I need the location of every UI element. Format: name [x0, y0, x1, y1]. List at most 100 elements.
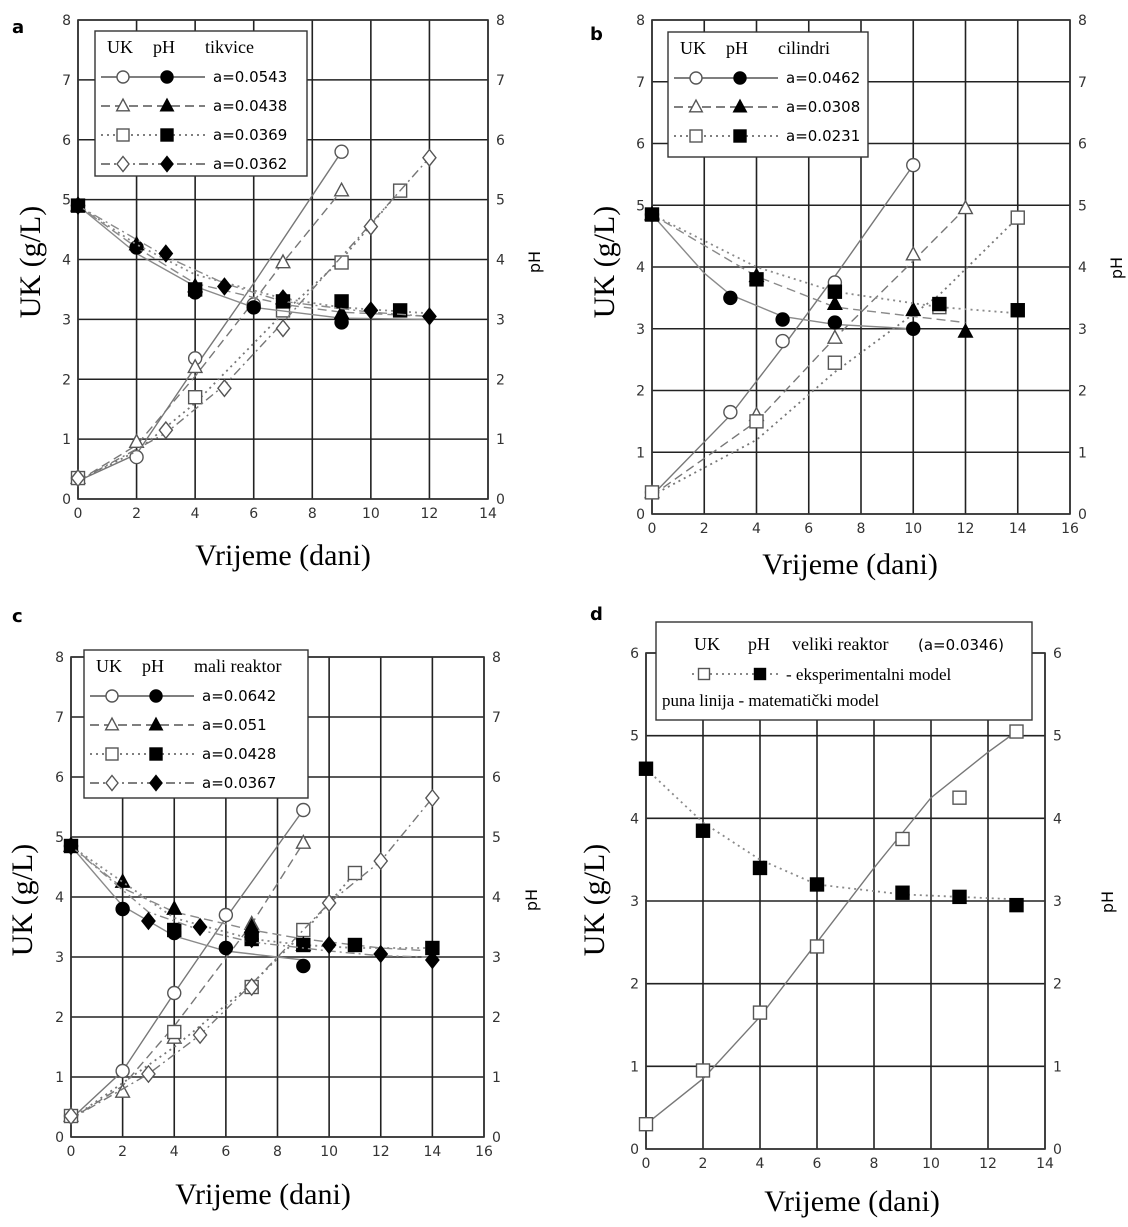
y2-tick-label: 6: [1078, 137, 1087, 153]
y2-tick-label: 3: [492, 950, 501, 966]
legend-header-uk: UK: [96, 656, 122, 676]
x-tick-label: 14: [423, 1144, 441, 1160]
y-axis-label: UK (g/L): [14, 206, 47, 318]
data-point-ph: [809, 877, 825, 892]
data-point-ph: [638, 761, 654, 776]
data-point-uk: [275, 253, 291, 269]
data-point-ph: [895, 885, 910, 900]
y2-tick-label: 2: [496, 372, 505, 388]
series-curve-uk: [77, 190, 343, 482]
data-point-uk: [187, 358, 204, 374]
data-point-uk: [334, 144, 349, 159]
legend-box: [94, 30, 308, 177]
data-point-uk: [826, 329, 843, 344]
y-tick-label: 0: [636, 507, 645, 523]
y2-tick-label: 2: [1053, 977, 1062, 993]
legend-marker-uk: [689, 129, 703, 143]
y-tick-label: 5: [636, 198, 645, 214]
legend-entry-label: a=0.0231: [786, 127, 860, 145]
legend-marker-uk: [116, 155, 130, 173]
data-point-uk: [333, 181, 350, 197]
data-point-ph: [141, 911, 156, 931]
data-point-uk: [275, 319, 291, 338]
x-tick-label: 0: [648, 521, 657, 537]
panel-letter: d: [590, 604, 603, 625]
series-curve-uk: [645, 730, 1017, 1125]
legend-marker-ph: [159, 97, 175, 112]
y2-tick-label: 8: [496, 13, 505, 29]
legend: UK pH tikvice a=0.0543 a=0.0438 a=0.0369 a=0.0…: [94, 30, 308, 177]
x-tick-label: 14: [1009, 521, 1027, 537]
data-point-uk: [723, 404, 738, 420]
chart-panel-b: 0 2 4 6 8 10 12 14 160 01 12 23 34 45 56 67 78 8bVrijeme …: [588, 13, 1126, 581]
y-tick-label: 5: [55, 830, 64, 846]
x-tick-label: 4: [170, 1144, 179, 1160]
legend-header-ph: pH: [726, 38, 748, 58]
legend-header-title: veliki reaktor: [792, 634, 888, 654]
y-tick-label: 7: [62, 73, 71, 89]
legend-marker-uk: [116, 70, 130, 84]
y2-axis-label: pH: [525, 251, 544, 273]
y-tick-label: 2: [636, 384, 645, 400]
y-tick-label: 1: [630, 1059, 639, 1075]
data-point-uk: [775, 333, 790, 349]
data-point-ph: [424, 950, 440, 970]
legend-header-title: tikvice: [205, 37, 254, 57]
data-point-uk: [158, 420, 174, 440]
y2-tick-label: 6: [1053, 646, 1062, 662]
legend-marker-ph: [732, 98, 748, 113]
y-tick-label: 1: [62, 432, 71, 448]
x-tick-label: 4: [752, 521, 761, 537]
y2-tick-label: 7: [492, 710, 501, 726]
x-tick-label: 12: [372, 1144, 390, 1160]
y2-tick-label: 3: [1053, 894, 1062, 910]
data-point-uk: [295, 834, 312, 849]
data-point-ph: [158, 244, 174, 263]
y2-tick-label: 2: [1078, 384, 1087, 400]
y-tick-label: 7: [55, 710, 64, 726]
data-point-ph: [392, 303, 408, 318]
legend-marker-ph: [149, 747, 163, 761]
y-tick-label: 4: [55, 890, 64, 906]
legend-header-ph: pH: [142, 656, 164, 676]
series-curve-uk: [77, 151, 343, 482]
y2-tick-label: 4: [492, 890, 501, 906]
legend-entry-label: a=0.0428: [202, 745, 276, 763]
x-axis-label: Vrijeme (dani): [762, 548, 938, 581]
data-point-ph: [275, 289, 291, 308]
y2-tick-label: 2: [492, 1010, 501, 1026]
data-point-ph: [115, 901, 130, 917]
series-curve-uk: [70, 872, 356, 1120]
series-curve-ph: [645, 768, 1017, 901]
data-point-ph: [952, 889, 967, 905]
data-point-ph: [373, 944, 389, 964]
data-point-ph: [187, 282, 203, 297]
data-point-ph: [334, 294, 349, 309]
data-point-ph: [166, 900, 183, 915]
y2-axis-label: pH: [1107, 257, 1126, 279]
y-tick-label: 1: [636, 445, 645, 461]
y2-tick-label: 0: [492, 1130, 501, 1146]
data-point-ph: [218, 940, 234, 956]
y-tick-label: 3: [62, 312, 71, 328]
data-point-ph: [246, 300, 261, 315]
x-tick-label: 0: [642, 1156, 651, 1172]
legend-entry-label: a=0.0308: [786, 98, 860, 116]
y2-axis-label: pH: [522, 889, 541, 911]
x-tick-label: 0: [74, 506, 83, 522]
x-tick-label: 16: [1061, 521, 1079, 537]
data-point-ph: [217, 277, 232, 296]
plot-frame: [651, 19, 1071, 515]
x-tick-label: 2: [700, 521, 709, 537]
x-tick-label: 12: [957, 521, 975, 537]
legend-marker-ph: [148, 716, 164, 731]
y2-tick-label: 1: [1078, 445, 1087, 461]
x-tick-label: 10: [320, 1144, 338, 1160]
legend-entry-label: a=0.0362: [213, 155, 287, 173]
data-point-uk: [895, 831, 910, 847]
legend-entry-label: a=0.0642: [202, 687, 276, 705]
series-curve-uk: [70, 809, 304, 1120]
y2-tick-label: 8: [1078, 13, 1087, 29]
x-tick-label: 2: [118, 1144, 127, 1160]
